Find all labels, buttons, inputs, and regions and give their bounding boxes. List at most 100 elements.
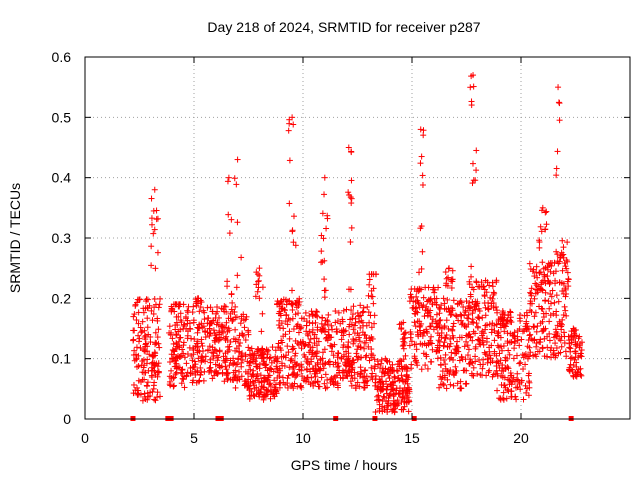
- data-point: [482, 312, 489, 319]
- data-point: [352, 384, 359, 391]
- data-point: [197, 304, 204, 311]
- data-point: [502, 365, 509, 372]
- data-point: [189, 309, 196, 316]
- data-point: [546, 305, 553, 312]
- data-point: [384, 408, 391, 415]
- data-point: [298, 324, 305, 331]
- data-point: [290, 239, 297, 246]
- data-point: [468, 359, 475, 366]
- data-point: [566, 344, 573, 351]
- data-point: [534, 287, 541, 294]
- data-point: [150, 230, 157, 237]
- data-point: [146, 351, 153, 358]
- data-point: [447, 369, 454, 376]
- data-point: [167, 359, 174, 366]
- data-point: [274, 298, 281, 305]
- data-point: [324, 337, 331, 344]
- data-point: [285, 372, 292, 379]
- data-point: [404, 387, 411, 394]
- data-point: [365, 309, 372, 316]
- data-point: [420, 329, 427, 336]
- data-point: [156, 301, 163, 308]
- data-point: [225, 211, 232, 218]
- data-point: [188, 335, 195, 342]
- data-point: [221, 357, 228, 364]
- data-point: [385, 395, 392, 402]
- data-point: [155, 304, 162, 311]
- data-point: [143, 382, 150, 389]
- data-point: [334, 354, 341, 361]
- data-point: [188, 352, 195, 359]
- data-point: [427, 313, 434, 320]
- data-point: [211, 372, 218, 379]
- data-point: [368, 334, 375, 341]
- data-point: [131, 327, 138, 334]
- data-point: [441, 324, 448, 331]
- data-point: [491, 348, 498, 355]
- data-point: [282, 381, 289, 388]
- data-point: [431, 289, 438, 296]
- data-point: [416, 323, 423, 330]
- data-point: [494, 332, 501, 339]
- data-point: [229, 317, 236, 324]
- data-point: [562, 263, 569, 270]
- x-tick-label: 10: [295, 430, 311, 446]
- data-point: [236, 348, 243, 355]
- data-point: [300, 338, 307, 345]
- data-point: [482, 304, 489, 311]
- data-point: [234, 156, 241, 163]
- data-point: [436, 317, 443, 324]
- data-point: [234, 272, 241, 279]
- data-point: [369, 352, 376, 359]
- data-point: [151, 396, 158, 403]
- data-point: [555, 260, 562, 267]
- data-point: [522, 382, 529, 389]
- data-point: [157, 393, 164, 400]
- data-point: [166, 329, 173, 336]
- data-point: [427, 323, 434, 330]
- data-point: [318, 232, 325, 239]
- x-tick-label: 5: [190, 430, 198, 446]
- data-point: [321, 380, 328, 387]
- data-point: [325, 311, 332, 318]
- data-point: [539, 204, 546, 211]
- data-point: [511, 345, 518, 352]
- data-point: [547, 312, 554, 319]
- data-point: [375, 361, 382, 368]
- data-point: [321, 276, 328, 283]
- data-point: [442, 269, 449, 276]
- data-point: [475, 336, 482, 343]
- data-point: [418, 366, 425, 373]
- data-point: [511, 338, 518, 345]
- data-point: [425, 341, 432, 348]
- data-point: [507, 308, 514, 315]
- data-point: [422, 307, 429, 314]
- data-point: [560, 280, 567, 287]
- data-point: [277, 379, 284, 386]
- data-point: [341, 351, 348, 358]
- data-point: [366, 357, 373, 364]
- data-point: [343, 348, 350, 355]
- data-point: [245, 327, 252, 334]
- data-point: [321, 361, 328, 368]
- data-point: [564, 278, 571, 285]
- data-point: [522, 361, 529, 368]
- data-point: [232, 303, 239, 310]
- data-point: [176, 344, 183, 351]
- data-point: [435, 337, 442, 344]
- data-point: [188, 370, 195, 377]
- data-point: [531, 313, 538, 320]
- data-point: [312, 312, 319, 319]
- data-point: [184, 369, 191, 376]
- data-point: [349, 375, 356, 382]
- data-point: [572, 326, 579, 333]
- data-point: [420, 294, 427, 301]
- data-point: [372, 376, 379, 383]
- data-point: [556, 100, 563, 107]
- data-point: [318, 320, 325, 327]
- data-point: [406, 342, 413, 349]
- data-point: [469, 372, 476, 379]
- data-point: [283, 311, 290, 318]
- data-point: [135, 363, 142, 370]
- data-point: [437, 361, 444, 368]
